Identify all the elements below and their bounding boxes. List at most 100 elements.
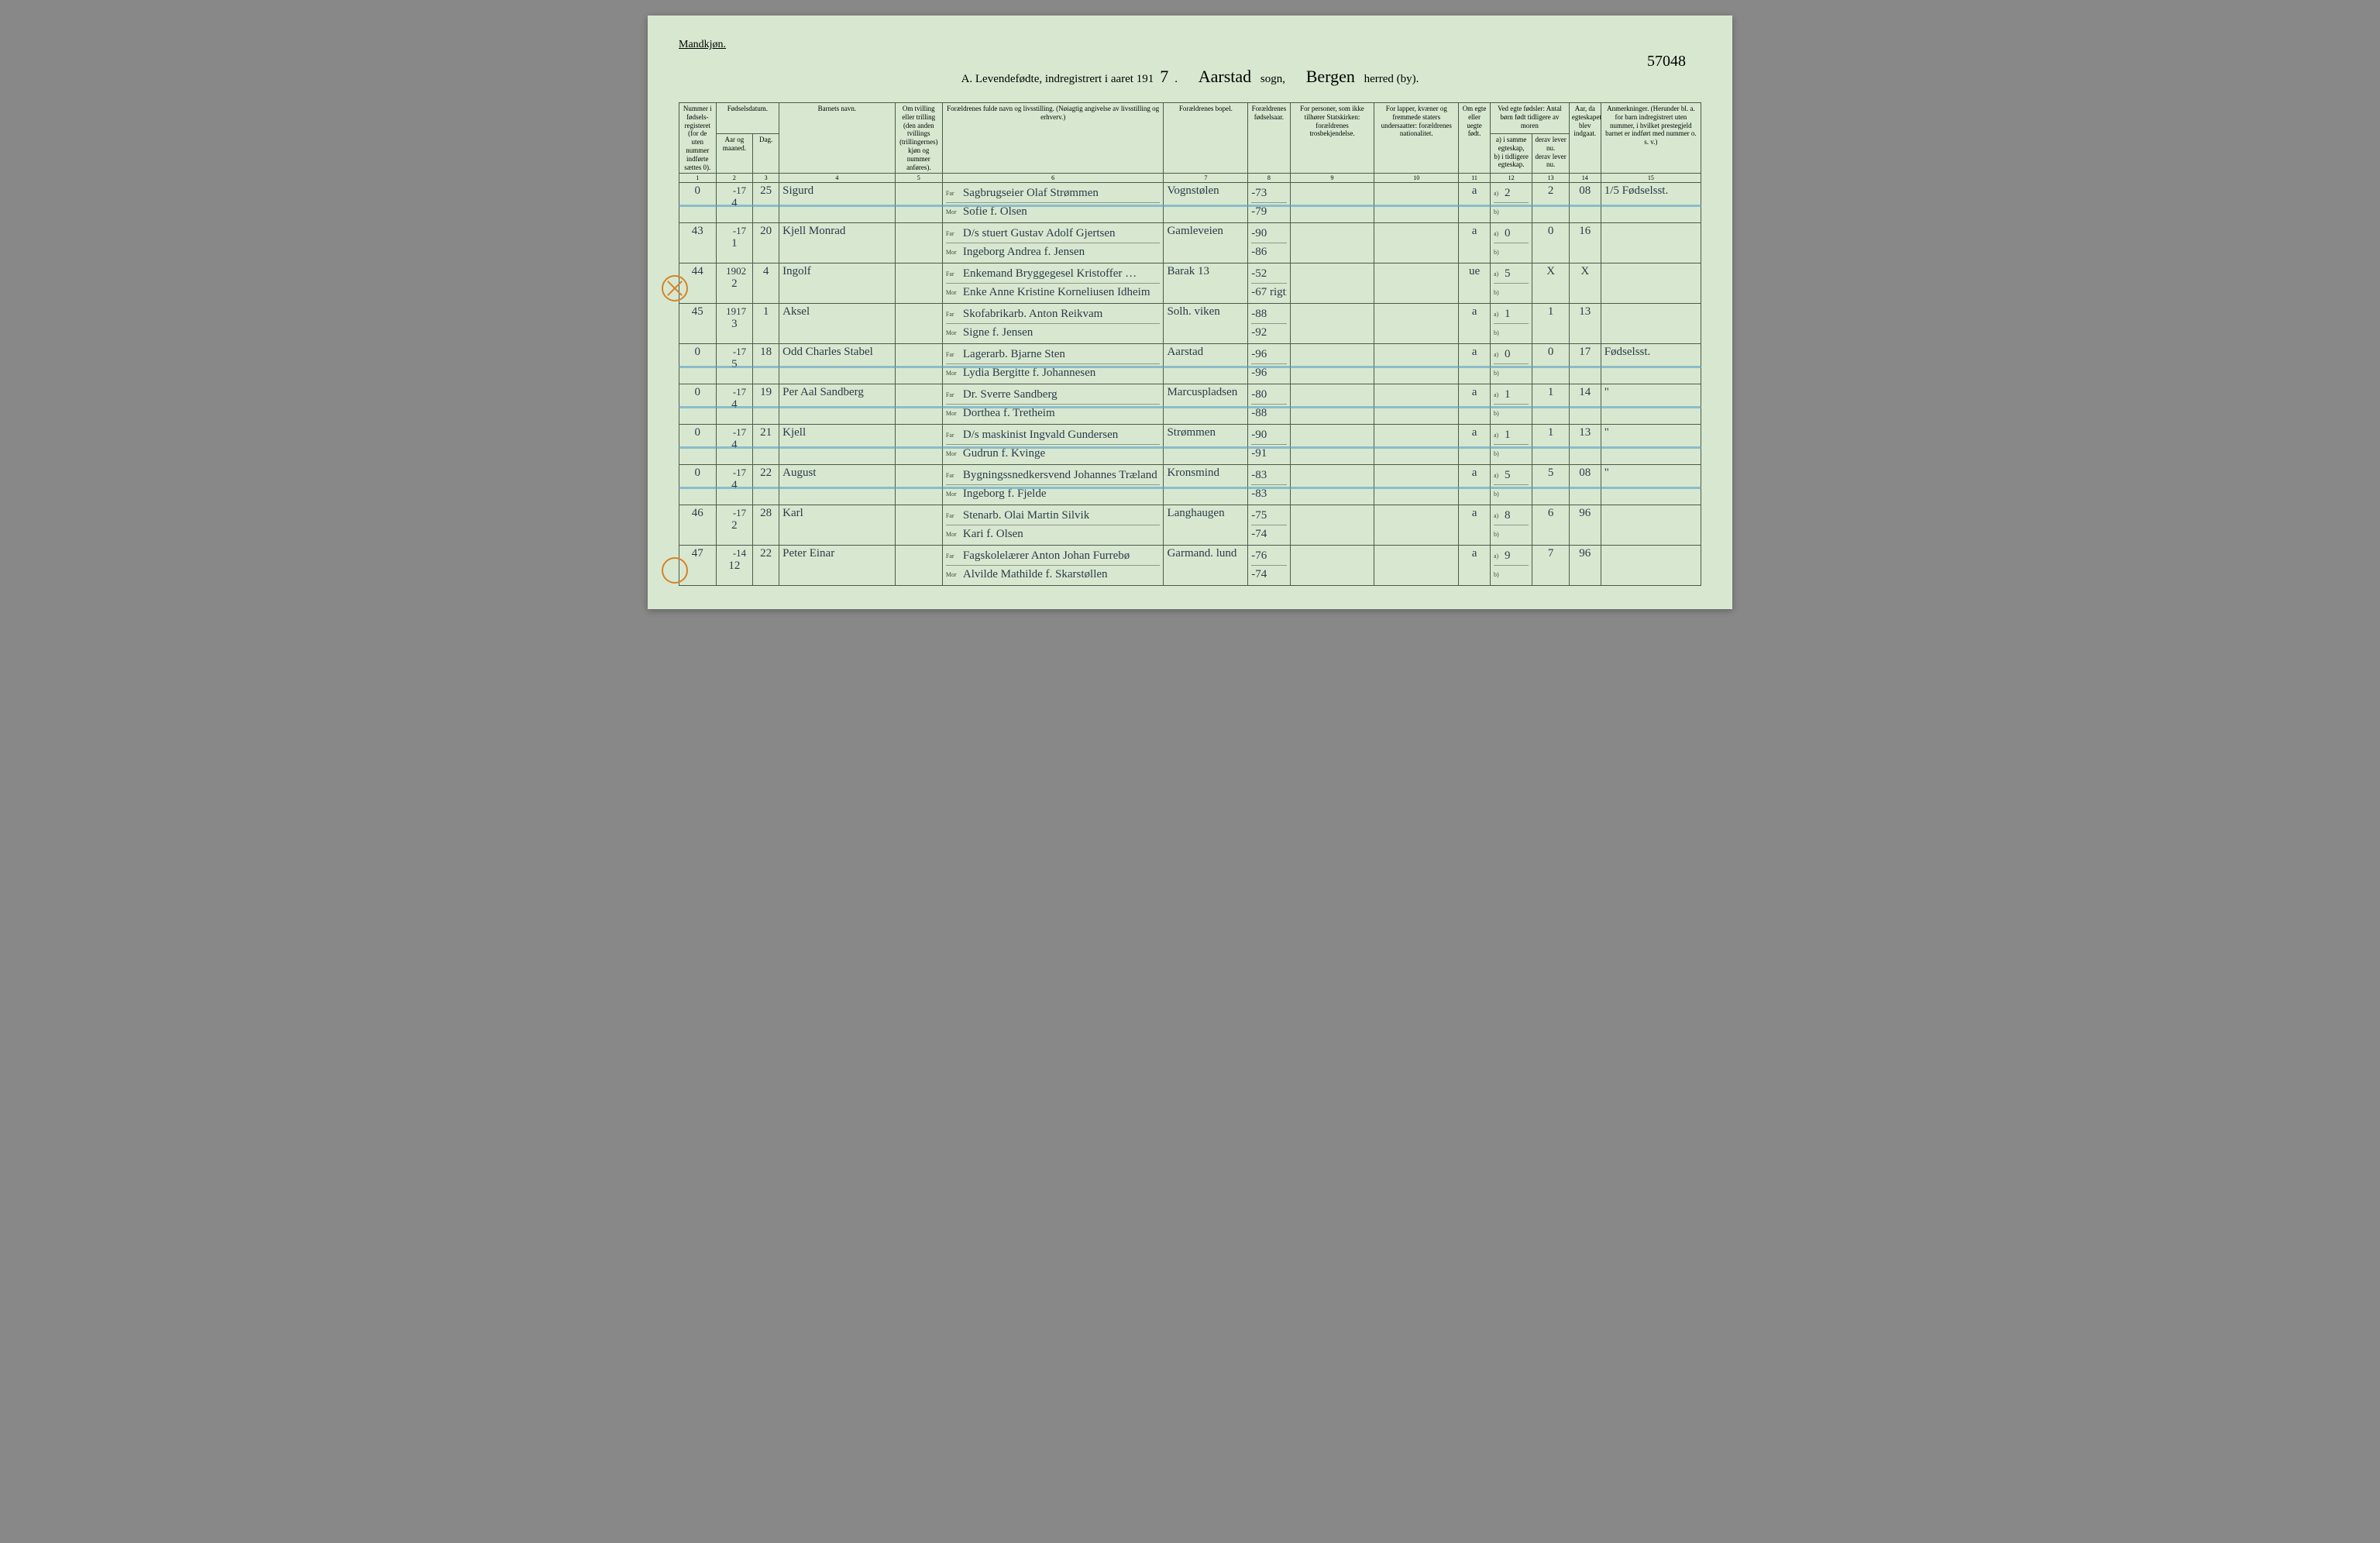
cell-14: 96 bbox=[1569, 505, 1601, 546]
cell-14: 16 bbox=[1569, 223, 1601, 263]
colnum-row: 123 456 789 101112 131415 bbox=[679, 174, 1701, 183]
cell-twin bbox=[895, 183, 942, 223]
cell-13: 1 bbox=[1532, 425, 1570, 465]
cell-bopel: Kronsmind bbox=[1164, 465, 1248, 505]
cell-remarks bbox=[1601, 263, 1701, 304]
table-row: 0 -174 21 Kjell FarD/s maskinist Ingvald… bbox=[679, 425, 1701, 465]
cell-year-month: -175 bbox=[716, 344, 753, 384]
table-body: 0 -174 25 Sigurd FarSagbrugseier Olaf St… bbox=[679, 183, 1701, 586]
h8: Forældrenes fødselsaar. bbox=[1248, 103, 1290, 174]
cell-name: Per Aal Sandberg bbox=[779, 384, 896, 425]
cell-bopel: Garmand. lund bbox=[1164, 546, 1248, 586]
cell-parents: FarStenarb. Olai Martin Silvik MorKari f… bbox=[942, 505, 1164, 546]
cell-num: 0 bbox=[679, 425, 717, 465]
cell-bopel: Gamleveien bbox=[1164, 223, 1248, 263]
cell-twin bbox=[895, 263, 942, 304]
cell-faith bbox=[1290, 344, 1374, 384]
cell-nation bbox=[1374, 344, 1459, 384]
cell-parents: FarDr. Sverre Sandberg MorDorthea f. Tre… bbox=[942, 384, 1164, 425]
cell-egte: a bbox=[1459, 384, 1491, 425]
table-row: 0 -174 19 Per Aal Sandberg FarDr. Sverre… bbox=[679, 384, 1701, 425]
cell-bopel: Vognstølen bbox=[1164, 183, 1248, 223]
cell-14: 13 bbox=[1569, 425, 1601, 465]
cell-bopel: Marcuspladsen bbox=[1164, 384, 1248, 425]
cell-12: a)0 b) bbox=[1490, 223, 1532, 263]
gender-label: Mandkjøn. bbox=[679, 39, 1701, 51]
h14: Aar, da egteskapet blev indgaat. bbox=[1569, 103, 1601, 174]
cell-nation bbox=[1374, 263, 1459, 304]
highlight-stroke bbox=[679, 487, 1701, 489]
cell-13: 6 bbox=[1532, 505, 1570, 546]
cell-12: a)1 b) bbox=[1490, 425, 1532, 465]
cell-year-month: 19173 bbox=[716, 304, 753, 344]
cell-egte: a bbox=[1459, 505, 1491, 546]
cell-day: 22 bbox=[753, 465, 779, 505]
cell-name: August bbox=[779, 465, 896, 505]
cell-faith bbox=[1290, 304, 1374, 344]
cell-12: a)0 b) bbox=[1490, 344, 1532, 384]
cell-name: Kjell bbox=[779, 425, 896, 465]
cell-num: 0 bbox=[679, 384, 717, 425]
cell-year-month: -172 bbox=[716, 505, 753, 546]
cell-13: 5 bbox=[1532, 465, 1570, 505]
h10: For lapper, kvæner og fremmede staters u… bbox=[1374, 103, 1459, 174]
cell-12: a)5 b) bbox=[1490, 263, 1532, 304]
cell-parent-years: -73 -79 bbox=[1248, 183, 1290, 223]
cell-14: 08 bbox=[1569, 183, 1601, 223]
cell-nation bbox=[1374, 505, 1459, 546]
cell-14: 13 bbox=[1569, 304, 1601, 344]
cell-name: Kjell Monrad bbox=[779, 223, 896, 263]
cell-name: Peter Einar bbox=[779, 546, 896, 586]
cell-egte: a bbox=[1459, 425, 1491, 465]
highlight-stroke bbox=[679, 366, 1701, 368]
cell-name: Karl bbox=[779, 505, 896, 546]
cell-faith bbox=[1290, 183, 1374, 223]
cell-day: 21 bbox=[753, 425, 779, 465]
table-row: 0 -175 18 Odd Charles Stabel FarLagerarb… bbox=[679, 344, 1701, 384]
cell-faith bbox=[1290, 505, 1374, 546]
cell-year-month: -174 bbox=[716, 384, 753, 425]
cell-faith bbox=[1290, 384, 1374, 425]
cell-day: 19 bbox=[753, 384, 779, 425]
sogn-value: Aarstad bbox=[1192, 67, 1257, 86]
cell-year-month: 19022 bbox=[716, 263, 753, 304]
cell-day: 22 bbox=[753, 546, 779, 586]
cell-13: 0 bbox=[1532, 223, 1570, 263]
h2b: Dag. bbox=[753, 133, 779, 173]
cell-year-month: -171 bbox=[716, 223, 753, 263]
cell-13: 0 bbox=[1532, 344, 1570, 384]
cell-faith bbox=[1290, 465, 1374, 505]
h2-top: Fødselsdatum. bbox=[716, 103, 779, 134]
cell-parent-years: -75 -74 bbox=[1248, 505, 1290, 546]
cell-year-month: -174 bbox=[716, 183, 753, 223]
cell-name: Odd Charles Stabel bbox=[779, 344, 896, 384]
cell-egte: a bbox=[1459, 183, 1491, 223]
cell-twin bbox=[895, 546, 942, 586]
register-table: Nummer i fødsels-registeret (for de uten… bbox=[679, 102, 1701, 586]
cell-parents: FarFagskolelærer Anton Johan Furrebø Mor… bbox=[942, 546, 1164, 586]
cell-num: 43 bbox=[679, 223, 717, 263]
table-row: 45 19173 1 Aksel FarSkofabrikarb. Anton … bbox=[679, 304, 1701, 344]
cell-faith bbox=[1290, 223, 1374, 263]
cell-twin bbox=[895, 384, 942, 425]
cell-parent-years: -80 -88 bbox=[1248, 384, 1290, 425]
cell-egte: a bbox=[1459, 223, 1491, 263]
cell-bopel: Strømmen bbox=[1164, 425, 1248, 465]
cell-12: a)8 b) bbox=[1490, 505, 1532, 546]
year-suffix: 7 bbox=[1154, 67, 1175, 86]
table-row: 46 -172 28 Karl FarStenarb. Olai Martin … bbox=[679, 505, 1701, 546]
cell-nation bbox=[1374, 465, 1459, 505]
cell-faith bbox=[1290, 546, 1374, 586]
cell-parents: FarD/s stuert Gustav Adolf Gjertsen MorI… bbox=[942, 223, 1164, 263]
cell-day: 28 bbox=[753, 505, 779, 546]
cell-day: 25 bbox=[753, 183, 779, 223]
cell-twin bbox=[895, 425, 942, 465]
cell-num: 0 bbox=[679, 465, 717, 505]
cell-12: a)2 b) bbox=[1490, 183, 1532, 223]
cell-parents: FarLagerarb. Bjarne Sten MorLydia Bergit… bbox=[942, 344, 1164, 384]
cell-year-month: -174 bbox=[716, 465, 753, 505]
cell-num: 45 bbox=[679, 304, 717, 344]
cell-faith bbox=[1290, 425, 1374, 465]
h15: Anmerkninger. (Herunder bl. a. for barn … bbox=[1601, 103, 1701, 174]
cell-bopel: Barak 13 bbox=[1164, 263, 1248, 304]
